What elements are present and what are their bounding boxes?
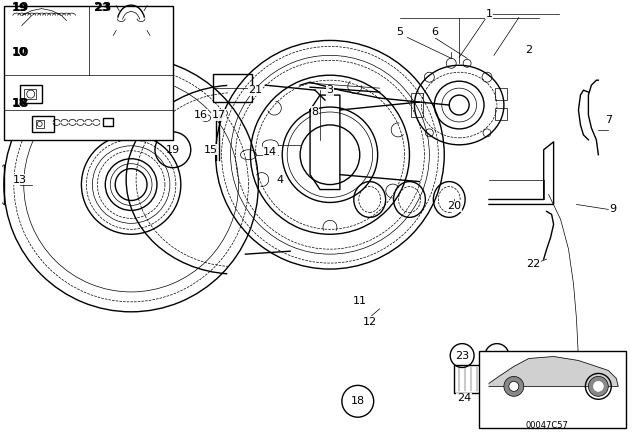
Bar	[20, 85, 42, 103]
Bar	[495, 88, 507, 100]
Circle shape	[588, 376, 608, 396]
Text: 00047C57: 00047C57	[525, 421, 568, 430]
Text: 23: 23	[94, 3, 109, 13]
Bar	[212, 74, 252, 102]
Text: 9: 9	[610, 204, 617, 215]
Text: 14: 14	[263, 147, 277, 157]
Text: 17: 17	[212, 110, 226, 120]
Text: 19: 19	[12, 3, 28, 13]
Text: 18: 18	[12, 98, 28, 108]
Text: 13: 13	[13, 175, 27, 185]
Text: 10: 10	[12, 46, 29, 59]
Text: 11: 11	[353, 296, 367, 306]
Text: 8: 8	[312, 107, 319, 117]
Text: 16: 16	[194, 110, 208, 120]
Polygon shape	[489, 142, 554, 204]
Text: 22: 22	[527, 259, 541, 269]
Text: 19: 19	[12, 1, 29, 14]
Text: 23: 23	[94, 1, 112, 14]
Text: 19: 19	[166, 145, 180, 155]
Bar	[454, 366, 496, 393]
Text: 18: 18	[12, 97, 29, 110]
Text: 6: 6	[431, 27, 438, 38]
Text: 10: 10	[12, 47, 28, 57]
Text: 2: 2	[525, 45, 532, 56]
Bar	[32, 116, 54, 132]
Text: 7: 7	[605, 115, 612, 125]
Polygon shape	[489, 357, 618, 386]
Circle shape	[593, 381, 604, 392]
Text: 21: 21	[248, 85, 262, 95]
Bar	[412, 93, 424, 117]
Text: 12: 12	[363, 317, 377, 327]
Bar	[479, 351, 626, 428]
Bar	[495, 108, 507, 120]
Text: 10: 10	[490, 350, 504, 361]
Bar	[4, 6, 173, 140]
Text: 20: 20	[447, 202, 461, 211]
Text: 15: 15	[204, 145, 218, 155]
Text: 4: 4	[276, 175, 284, 185]
Bar	[36, 120, 44, 128]
Bar	[103, 118, 113, 126]
Text: 18: 18	[351, 396, 365, 406]
Text: 24: 24	[457, 393, 471, 403]
Text: 5: 5	[396, 27, 403, 38]
Bar	[24, 89, 36, 99]
Text: 1: 1	[486, 9, 493, 18]
Text: 3: 3	[326, 85, 333, 95]
Circle shape	[504, 376, 524, 396]
Circle shape	[509, 381, 519, 392]
Text: 23: 23	[455, 350, 469, 361]
